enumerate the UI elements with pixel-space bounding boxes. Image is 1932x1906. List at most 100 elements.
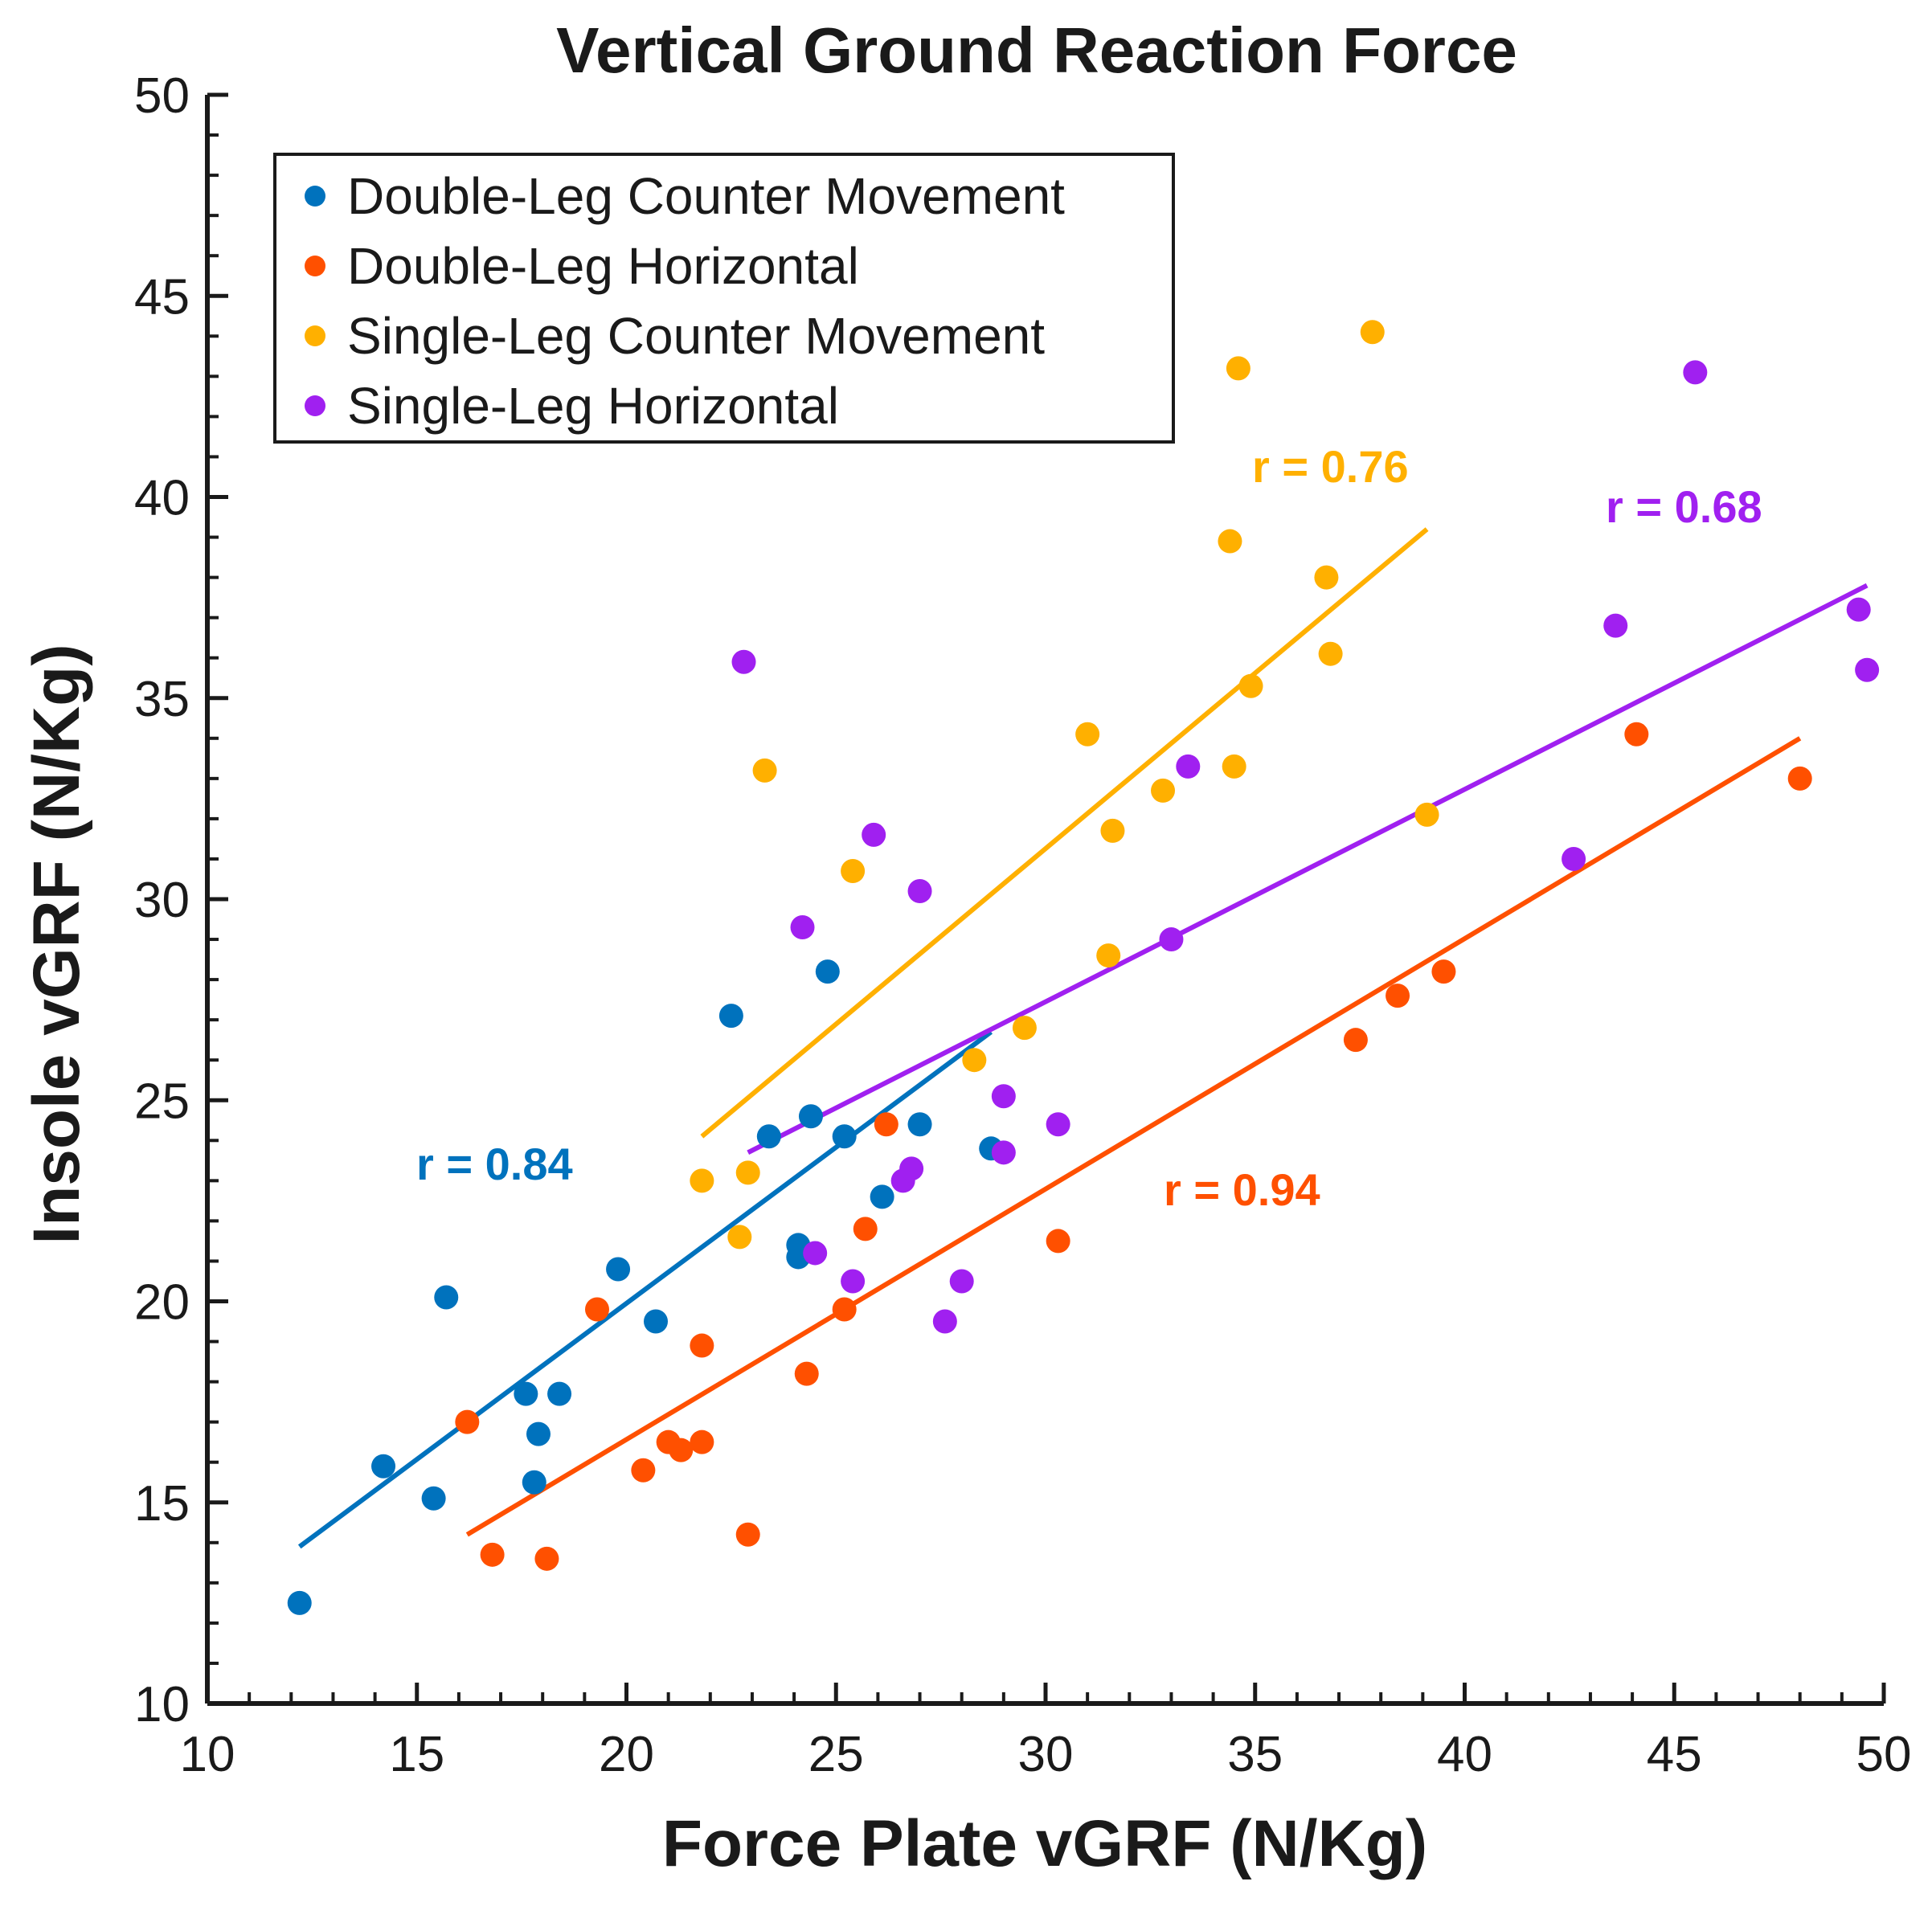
x-tick-label: 25 [808, 1727, 864, 1782]
data-point-series-4 [907, 878, 932, 903]
data-point-series-1 [606, 1257, 631, 1282]
data-point-series-3 [1414, 802, 1439, 827]
data-point-series-3 [1151, 778, 1176, 803]
data-point-series-2 [1046, 1229, 1070, 1254]
y-tick-label: 25 [134, 1074, 190, 1129]
data-point-series-4 [803, 1241, 828, 1266]
data-point-series-4 [949, 1269, 974, 1294]
y-tick-label: 10 [134, 1677, 190, 1732]
y-tick-label: 15 [134, 1476, 190, 1532]
x-tick-label: 10 [180, 1727, 235, 1782]
data-point-series-3 [727, 1225, 752, 1250]
data-point-series-3 [735, 1160, 760, 1185]
data-point-series-2 [455, 1409, 480, 1434]
data-point-series-2 [690, 1430, 714, 1454]
data-point-series-3 [752, 758, 777, 783]
data-point-series-4 [991, 1084, 1016, 1109]
data-point-series-4 [841, 1269, 866, 1294]
data-point-series-4 [1603, 613, 1628, 638]
data-point-series-1 [434, 1285, 459, 1310]
x-axis-label: Force Plate vGRF (N/Kg) [662, 1807, 1427, 1880]
correlation-labels: r = 0.84 r = 0.94 r = 0.76 r = 0.68 [416, 441, 1762, 1215]
fit-lines [297, 527, 1869, 1549]
data-point-series-1 [421, 1486, 446, 1511]
data-point-series-4 [1159, 927, 1184, 952]
data-point-series-2 [794, 1361, 819, 1386]
y-tick-label: 45 [134, 269, 190, 325]
x-tick-label: 45 [1647, 1727, 1702, 1782]
data-point-series-3 [1238, 673, 1263, 698]
data-point-series-4 [1046, 1112, 1070, 1137]
data-point-series-2 [1624, 722, 1649, 746]
y-tick-label: 50 [134, 68, 190, 124]
x-tick-label: 20 [599, 1727, 654, 1782]
y-axis-label: Insole vGRF (N/Kg) [20, 644, 93, 1244]
y-tick-label: 20 [134, 1275, 190, 1331]
x-tick-label: 30 [1018, 1727, 1074, 1782]
data-point-series-1 [798, 1104, 823, 1129]
data-point-series-2 [631, 1458, 656, 1483]
data-point-series-3 [1318, 641, 1343, 666]
data-point-series-3 [1314, 565, 1339, 590]
data-point-series-1 [907, 1112, 932, 1137]
legend-marker-series-1 [305, 186, 325, 207]
data-point-series-4 [1176, 754, 1201, 779]
data-point-series-1 [756, 1124, 781, 1149]
chart-title: Vertical Ground Reaction Force [556, 14, 1517, 86]
data-point-series-1 [547, 1381, 572, 1406]
data-point-series-1 [832, 1124, 857, 1149]
data-point-series-4 [1846, 597, 1871, 622]
data-point-series-4 [1562, 846, 1586, 871]
legend-label-series-2: Double-Leg Horizontal [347, 237, 859, 295]
x-tick-label: 15 [389, 1727, 444, 1782]
data-point-series-4 [731, 649, 756, 674]
data-point-series-4 [991, 1140, 1016, 1165]
data-point-series-1 [287, 1590, 312, 1615]
data-point-series-3 [1222, 754, 1246, 779]
data-point-series-3 [1226, 356, 1250, 381]
data-point-series-4 [862, 822, 886, 847]
data-point-series-3 [690, 1168, 714, 1193]
data-point-series-3 [1012, 1016, 1037, 1041]
data-point-series-4 [932, 1309, 957, 1334]
y-tick-label: 35 [134, 672, 190, 727]
x-tick-label: 35 [1227, 1727, 1283, 1782]
data-point-series-3 [1218, 529, 1242, 554]
data-point-series-2 [1787, 766, 1812, 791]
data-point-series-2 [480, 1542, 505, 1567]
data-point-series-2 [874, 1112, 898, 1137]
fit-line-series-2 [465, 736, 1802, 1537]
data-point-series-1 [644, 1309, 669, 1334]
data-points [287, 320, 1880, 1615]
fit-line-series-4 [747, 583, 1869, 1155]
legend-marker-series-3 [305, 325, 325, 346]
r-label-series-4: r = 0.68 [1606, 481, 1762, 532]
legend-label-series-1: Double-Leg Counter Movement [347, 167, 1065, 225]
data-point-series-1 [815, 959, 840, 984]
legend-marker-series-4 [305, 395, 325, 416]
data-point-series-4 [899, 1156, 924, 1181]
y-tick-label: 40 [134, 471, 190, 526]
data-point-series-3 [1360, 320, 1385, 345]
legend: Double-Leg Counter Movement Double-Leg Ho… [273, 153, 1175, 444]
data-point-series-1 [718, 1004, 743, 1029]
data-point-series-2 [690, 1333, 714, 1358]
r-label-series-3: r = 0.76 [1252, 441, 1409, 492]
data-point-series-1 [514, 1381, 538, 1406]
data-point-series-3 [1096, 943, 1121, 968]
data-point-series-4 [1683, 360, 1708, 385]
r-label-series-2: r = 0.94 [1164, 1164, 1320, 1215]
data-point-series-3 [1075, 722, 1100, 746]
data-point-series-2 [534, 1546, 559, 1571]
r-label-series-1: r = 0.84 [416, 1139, 573, 1189]
data-point-series-2 [832, 1297, 857, 1322]
data-point-series-2 [584, 1297, 609, 1322]
fit-line-series-3 [700, 527, 1429, 1139]
data-point-series-1 [522, 1470, 546, 1495]
legend-box [273, 153, 1175, 444]
data-point-series-4 [1855, 657, 1880, 682]
data-point-series-3 [841, 858, 866, 883]
axes: 10 15 20 25 30 35 40 45 50 10 15 20 25 30 35 40 45 50 [134, 68, 1911, 1782]
y-tick-label: 30 [134, 873, 190, 928]
